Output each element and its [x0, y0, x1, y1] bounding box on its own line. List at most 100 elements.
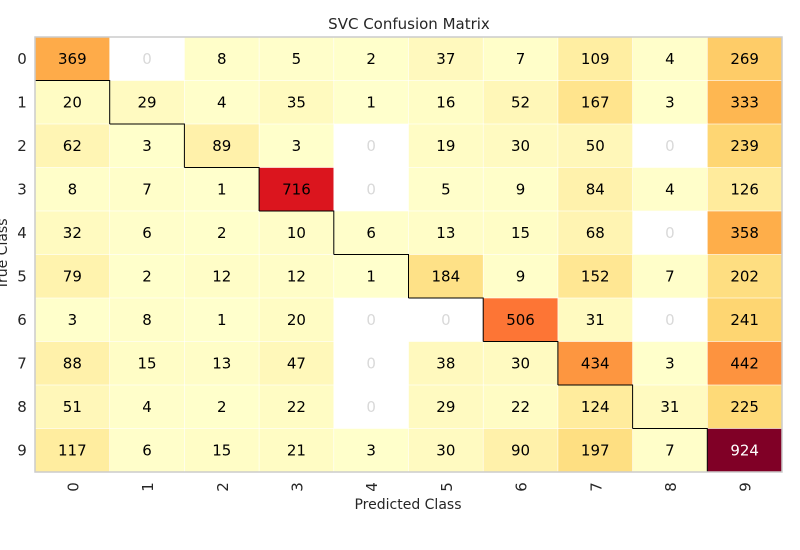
cell-value-r9-c3: 21 — [287, 441, 306, 459]
cell-value-r6-c2: 1 — [217, 311, 227, 329]
cell-value-r5-c4: 1 — [366, 267, 376, 285]
cell-value-r8-c3: 22 — [287, 398, 306, 416]
heatmap-cell-r1-c4 — [333, 80, 410, 125]
cell-value-r6-c5: 0 — [441, 311, 451, 329]
cell-value-r5-c5: 184 — [432, 267, 461, 285]
heatmap-cell-r9-c3 — [258, 428, 335, 473]
heatmap-cell-r1-c6 — [482, 80, 559, 125]
heatmap-cell-r3-c6 — [482, 167, 559, 212]
heatmap-cell-r9-c0 — [34, 428, 111, 473]
heatmap-cell-r0-c7 — [557, 36, 634, 82]
cell-value-r1-c0: 20 — [63, 93, 82, 111]
cell-value-r4-c0: 32 — [63, 224, 82, 242]
cell-value-r2-c7: 50 — [586, 137, 605, 155]
cell-value-r4-c8: 0 — [665, 224, 675, 242]
heatmap-cell-r0-c9 — [706, 36, 783, 82]
cell-value-r9-c5: 30 — [436, 441, 455, 459]
cell-value-r9-c7: 197 — [581, 441, 610, 459]
cell-value-r9-c6: 90 — [511, 441, 530, 459]
heatmap-cell-r6-c0 — [34, 297, 111, 343]
y-tick-1: 1 — [17, 93, 27, 111]
x-axis-label: Predicted Class — [354, 497, 461, 513]
cell-value-r0-c8: 4 — [665, 50, 675, 68]
heatmap-cell-r2-c4 — [333, 123, 410, 169]
cell-value-r4-c6: 15 — [511, 224, 530, 242]
heatmap-cell-r5-c5 — [408, 254, 484, 299]
heatmap-cell-r5-c0 — [34, 254, 111, 299]
cell-value-r9-c4: 3 — [366, 441, 376, 459]
cell-value-r0-c9: 269 — [730, 50, 759, 68]
heatmap-cell-r0-c1 — [109, 36, 186, 82]
cell-value-r1-c4: 1 — [366, 93, 376, 111]
cell-value-r5-c6: 9 — [516, 267, 526, 285]
cell-value-r3-c3: 716 — [282, 180, 311, 198]
heatmap-cell-r6-c7 — [557, 297, 634, 343]
heatmap-cell-r3-c9 — [706, 167, 783, 212]
heatmap-cell-r8-c7 — [557, 384, 634, 430]
heatmap-cell-r6-c3 — [258, 297, 335, 343]
heatmap-cell-r8-c1 — [109, 384, 186, 430]
heatmap-cell-r4-c8 — [632, 210, 709, 256]
heatmap-cell-r7-c4 — [333, 341, 410, 386]
cell-value-r8-c7: 124 — [581, 398, 610, 416]
cell-value-r2-c0: 62 — [63, 137, 82, 155]
x-tick-8: 8 — [662, 482, 680, 492]
heatmap-cell-r9-c1 — [109, 428, 186, 473]
heatmap-cell-r4-c1 — [109, 210, 186, 256]
heatmap-cell-r3-c0 — [34, 167, 111, 212]
y-tick-4: 4 — [17, 224, 27, 242]
heatmap-cell-r5-c3 — [258, 254, 335, 299]
heatmap-cell-r0-c3 — [258, 36, 335, 82]
cell-value-r7-c7: 434 — [581, 354, 610, 372]
y-tick-labels: 0 1 2 3 4 5 6 7 8 9 — [17, 50, 27, 460]
cell-value-r9-c9: 924 — [730, 441, 759, 459]
cell-value-r7-c1: 15 — [138, 354, 157, 372]
heatmap-cell-r4-c4 — [333, 210, 410, 256]
cell-value-r0-c4: 2 — [366, 50, 376, 68]
cell-value-r9-c0: 117 — [58, 441, 87, 459]
cell-value-r6-c3: 20 — [287, 311, 306, 329]
cell-value-r9-c1: 6 — [142, 441, 152, 459]
cell-value-r2-c3: 3 — [292, 137, 302, 155]
heatmap-cell-r3-c5 — [408, 167, 484, 212]
cell-value-r4-c4: 6 — [366, 224, 376, 242]
heatmap-cell-r8-c2 — [184, 384, 260, 430]
heatmap-cell-r3-c4 — [333, 167, 410, 212]
heatmap-cell-r8-c5 — [408, 384, 484, 430]
cell-value-r8-c0: 51 — [63, 398, 82, 416]
heatmap-cell-r7-c7 — [557, 341, 634, 386]
cell-value-r1-c3: 35 — [287, 93, 306, 111]
cell-value-r7-c2: 13 — [212, 354, 231, 372]
cell-value-r1-c7: 167 — [581, 93, 610, 111]
heatmap-cell-r6-c9 — [706, 297, 783, 343]
cell-value-r1-c9: 333 — [730, 93, 759, 111]
x-tick-labels: 0 1 2 3 4 5 6 7 8 9 — [64, 482, 754, 492]
cell-value-r1-c2: 4 — [217, 93, 227, 111]
cell-value-r2-c1: 3 — [142, 137, 152, 155]
cell-value-r7-c5: 38 — [436, 354, 455, 372]
diagonal-outline — [35, 80, 708, 472]
heatmap-cells — [34, 36, 783, 473]
cell-value-r8-c9: 225 — [730, 398, 759, 416]
y-tick-2: 2 — [17, 137, 27, 155]
heatmap-cell-r7-c2 — [184, 341, 260, 386]
cell-value-r1-c5: 16 — [436, 93, 455, 111]
heatmap-cell-r0-c4 — [333, 36, 410, 82]
plot-frame — [34, 36, 783, 473]
heatmap-cell-r6-c6 — [482, 297, 559, 343]
y-axis-label: True Class — [0, 218, 11, 290]
cell-value-r8-c4: 0 — [366, 398, 376, 416]
heatmap-cell-r7-c6 — [482, 341, 559, 386]
heatmap-cell-r0-c0 — [34, 36, 111, 82]
cell-value-r4-c7: 68 — [586, 224, 605, 242]
heatmap-cell-r1-c9 — [706, 80, 783, 125]
heatmap-cell-r5-c8 — [632, 254, 709, 299]
heatmap-cell-r4-c2 — [184, 210, 260, 256]
heatmap-cell-r1-c5 — [408, 80, 484, 125]
heatmap-cell-r4-c9 — [706, 210, 783, 256]
cell-value-r8-c5: 29 — [436, 398, 455, 416]
cell-value-r6-c6: 506 — [506, 311, 535, 329]
cell-value-r0-c5: 37 — [436, 50, 455, 68]
